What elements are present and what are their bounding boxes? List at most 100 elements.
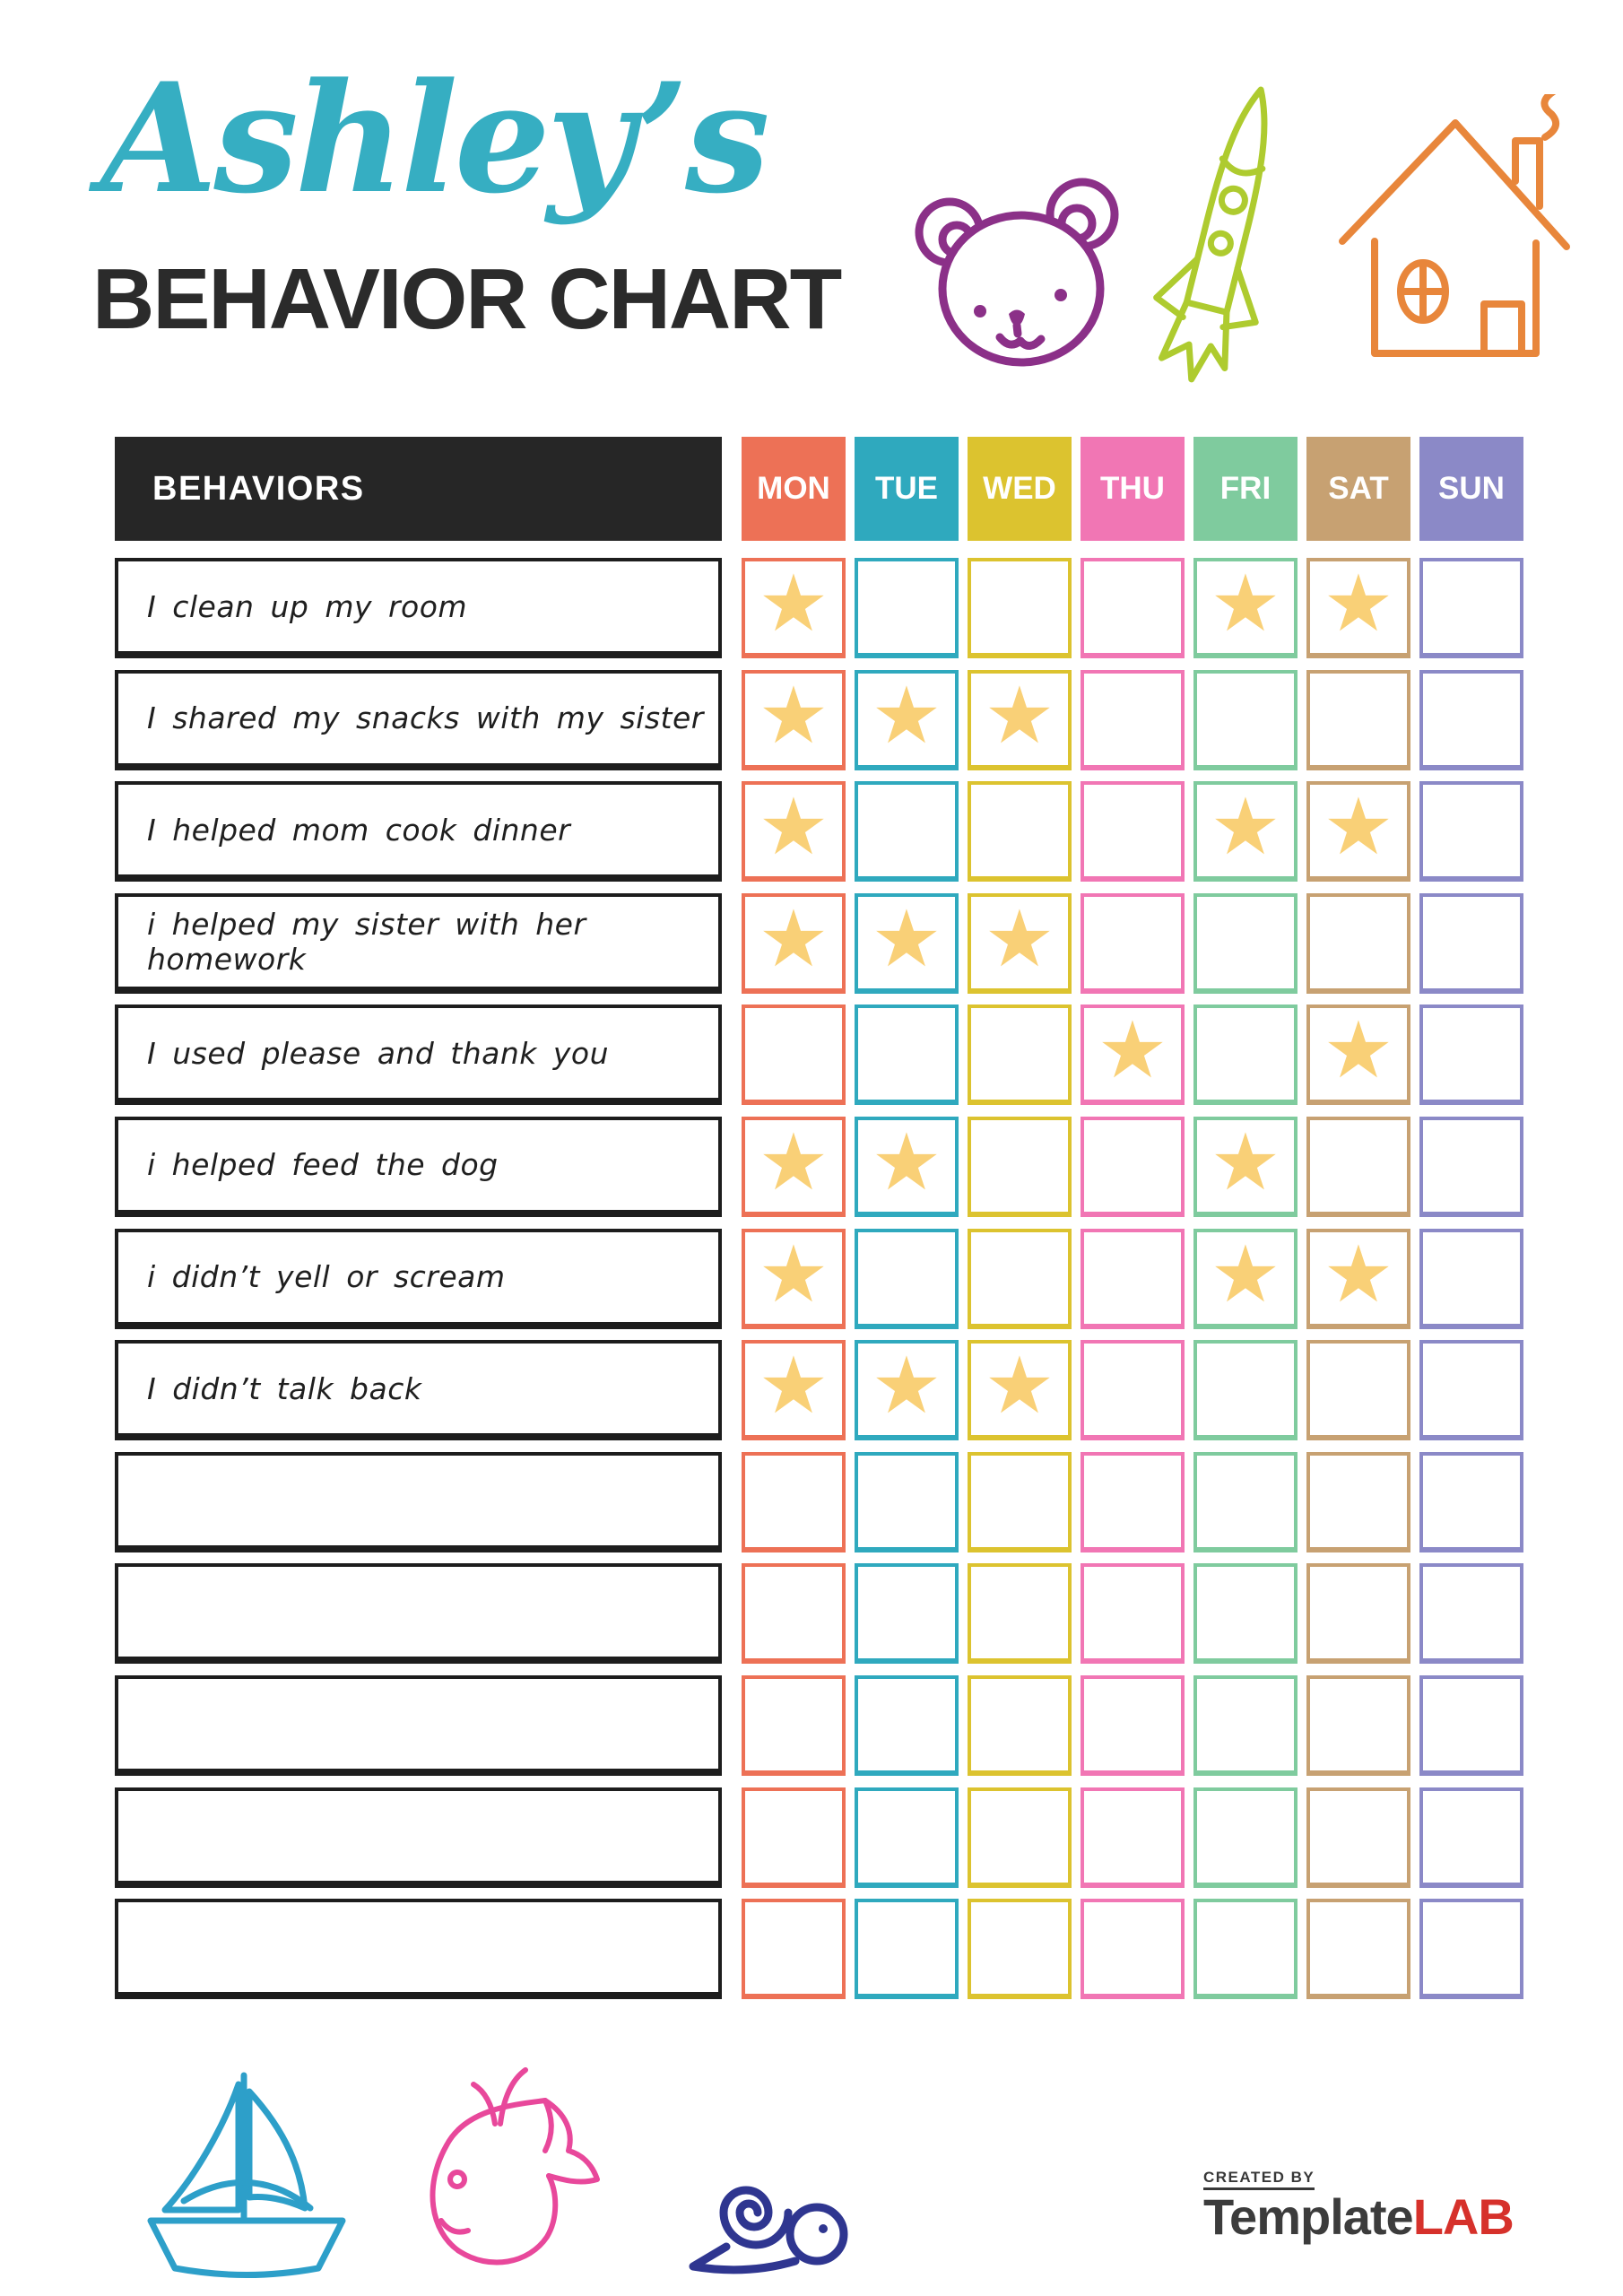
day-cell-sat[interactable] <box>1306 892 1410 994</box>
day-cell-thu[interactable] <box>1081 1340 1185 1441</box>
day-cell-mon[interactable]: ★ <box>742 1340 846 1441</box>
day-cell-sat[interactable] <box>1306 669 1410 770</box>
day-cell-tue[interactable] <box>855 558 959 658</box>
day-cell-thu[interactable] <box>1081 892 1185 994</box>
day-cell-wed[interactable] <box>968 1787 1072 1888</box>
behavior-label-box[interactable]: i didn’t yell or scream <box>115 1228 722 1329</box>
day-cell-thu[interactable] <box>1081 1451 1185 1552</box>
day-cell-fri[interactable] <box>1193 1004 1298 1106</box>
day-cell-sun[interactable] <box>1419 1451 1523 1552</box>
day-cell-sun[interactable] <box>1419 669 1523 770</box>
day-cell-thu[interactable] <box>1081 1228 1185 1329</box>
day-cell-sun[interactable] <box>1419 1116 1523 1217</box>
behavior-label-box[interactable]: I didn’t talk back <box>115 1340 722 1441</box>
behavior-label-box[interactable] <box>115 1787 722 1888</box>
behavior-label-box[interactable] <box>115 1899 722 2000</box>
day-cell-sat[interactable] <box>1306 1899 1410 2000</box>
day-cell-fri[interactable]: ★ <box>1193 558 1298 658</box>
day-cell-thu[interactable] <box>1081 669 1185 770</box>
day-cell-tue[interactable] <box>855 1004 959 1106</box>
day-cell-wed[interactable] <box>968 1674 1072 1776</box>
day-cell-sat[interactable]: ★ <box>1306 781 1410 883</box>
day-cell-fri[interactable] <box>1193 1340 1298 1441</box>
day-cell-thu[interactable] <box>1081 1674 1185 1776</box>
day-cell-fri[interactable] <box>1193 1787 1298 1888</box>
day-cell-sun[interactable] <box>1419 558 1523 658</box>
day-cell-mon[interactable]: ★ <box>742 558 846 658</box>
behavior-label-box[interactable]: i helped my sister with her homework <box>115 892 722 994</box>
day-cell-fri[interactable] <box>1193 1451 1298 1552</box>
day-cell-fri[interactable] <box>1193 892 1298 994</box>
day-cell-sun[interactable] <box>1419 1340 1523 1441</box>
day-cell-wed[interactable] <box>968 781 1072 883</box>
day-cell-mon[interactable] <box>742 1899 846 2000</box>
day-cell-wed[interactable]: ★ <box>968 892 1072 994</box>
day-cell-wed[interactable] <box>968 1899 1072 2000</box>
day-cell-mon[interactable] <box>742 1787 846 1888</box>
day-cell-thu[interactable] <box>1081 1787 1185 1888</box>
day-cell-tue[interactable] <box>855 1674 959 1776</box>
day-cell-sat[interactable]: ★ <box>1306 1004 1410 1106</box>
day-cell-sun[interactable] <box>1419 1899 1523 2000</box>
behavior-label-box[interactable]: I helped mom cook dinner <box>115 781 722 883</box>
day-cell-sun[interactable] <box>1419 1787 1523 1888</box>
day-cell-sat[interactable] <box>1306 1340 1410 1441</box>
day-cell-wed[interactable] <box>968 1228 1072 1329</box>
behavior-label-box[interactable] <box>115 1563 722 1665</box>
day-cell-thu[interactable] <box>1081 558 1185 658</box>
day-cell-wed[interactable]: ★ <box>968 669 1072 770</box>
day-cell-mon[interactable]: ★ <box>742 669 846 770</box>
day-cell-fri[interactable] <box>1193 1674 1298 1776</box>
day-cell-thu[interactable] <box>1081 781 1185 883</box>
day-cell-wed[interactable] <box>968 1116 1072 1217</box>
day-cell-mon[interactable] <box>742 1004 846 1106</box>
day-cell-mon[interactable]: ★ <box>742 781 846 883</box>
day-cell-sun[interactable] <box>1419 892 1523 994</box>
day-cell-sat[interactable] <box>1306 1451 1410 1552</box>
day-cell-sat[interactable]: ★ <box>1306 558 1410 658</box>
day-cell-tue[interactable]: ★ <box>855 892 959 994</box>
day-cell-fri[interactable] <box>1193 669 1298 770</box>
day-cell-mon[interactable] <box>742 1451 846 1552</box>
day-cell-tue[interactable] <box>855 1787 959 1888</box>
behavior-label-box[interactable] <box>115 1451 722 1552</box>
behavior-label-box[interactable]: I used please and thank you <box>115 1004 722 1106</box>
day-cell-thu[interactable] <box>1081 1563 1185 1665</box>
behavior-label-box[interactable]: I shared my snacks with my sister <box>115 669 722 770</box>
day-cell-sat[interactable]: ★ <box>1306 1228 1410 1329</box>
day-cell-mon[interactable]: ★ <box>742 1228 846 1329</box>
day-cell-sun[interactable] <box>1419 781 1523 883</box>
day-cell-sun[interactable] <box>1419 1674 1523 1776</box>
day-cell-thu[interactable] <box>1081 1899 1185 2000</box>
day-cell-tue[interactable] <box>855 1451 959 1552</box>
day-cell-sun[interactable] <box>1419 1004 1523 1106</box>
day-cell-fri[interactable]: ★ <box>1193 781 1298 883</box>
day-cell-tue[interactable]: ★ <box>855 669 959 770</box>
day-cell-wed[interactable] <box>968 1004 1072 1106</box>
day-cell-wed[interactable]: ★ <box>968 1340 1072 1441</box>
day-cell-sat[interactable] <box>1306 1563 1410 1665</box>
day-cell-thu[interactable] <box>1081 1116 1185 1217</box>
day-cell-tue[interactable]: ★ <box>855 1116 959 1217</box>
day-cell-mon[interactable]: ★ <box>742 892 846 994</box>
day-cell-mon[interactable] <box>742 1563 846 1665</box>
day-cell-tue[interactable] <box>855 1563 959 1665</box>
day-cell-sun[interactable] <box>1419 1228 1523 1329</box>
day-cell-sat[interactable] <box>1306 1674 1410 1776</box>
day-cell-tue[interactable]: ★ <box>855 1340 959 1441</box>
day-cell-tue[interactable] <box>855 1228 959 1329</box>
day-cell-wed[interactable] <box>968 1563 1072 1665</box>
behavior-label-box[interactable] <box>115 1674 722 1776</box>
day-cell-sat[interactable] <box>1306 1787 1410 1888</box>
day-cell-fri[interactable] <box>1193 1899 1298 2000</box>
day-cell-tue[interactable] <box>855 1899 959 2000</box>
day-cell-sat[interactable] <box>1306 1116 1410 1217</box>
day-cell-wed[interactable] <box>968 558 1072 658</box>
behavior-label-box[interactable]: i helped feed the dog <box>115 1116 722 1217</box>
day-cell-tue[interactable] <box>855 781 959 883</box>
day-cell-mon[interactable]: ★ <box>742 1116 846 1217</box>
day-cell-fri[interactable]: ★ <box>1193 1116 1298 1217</box>
day-cell-mon[interactable] <box>742 1674 846 1776</box>
day-cell-fri[interactable]: ★ <box>1193 1228 1298 1329</box>
day-cell-sun[interactable] <box>1419 1563 1523 1665</box>
